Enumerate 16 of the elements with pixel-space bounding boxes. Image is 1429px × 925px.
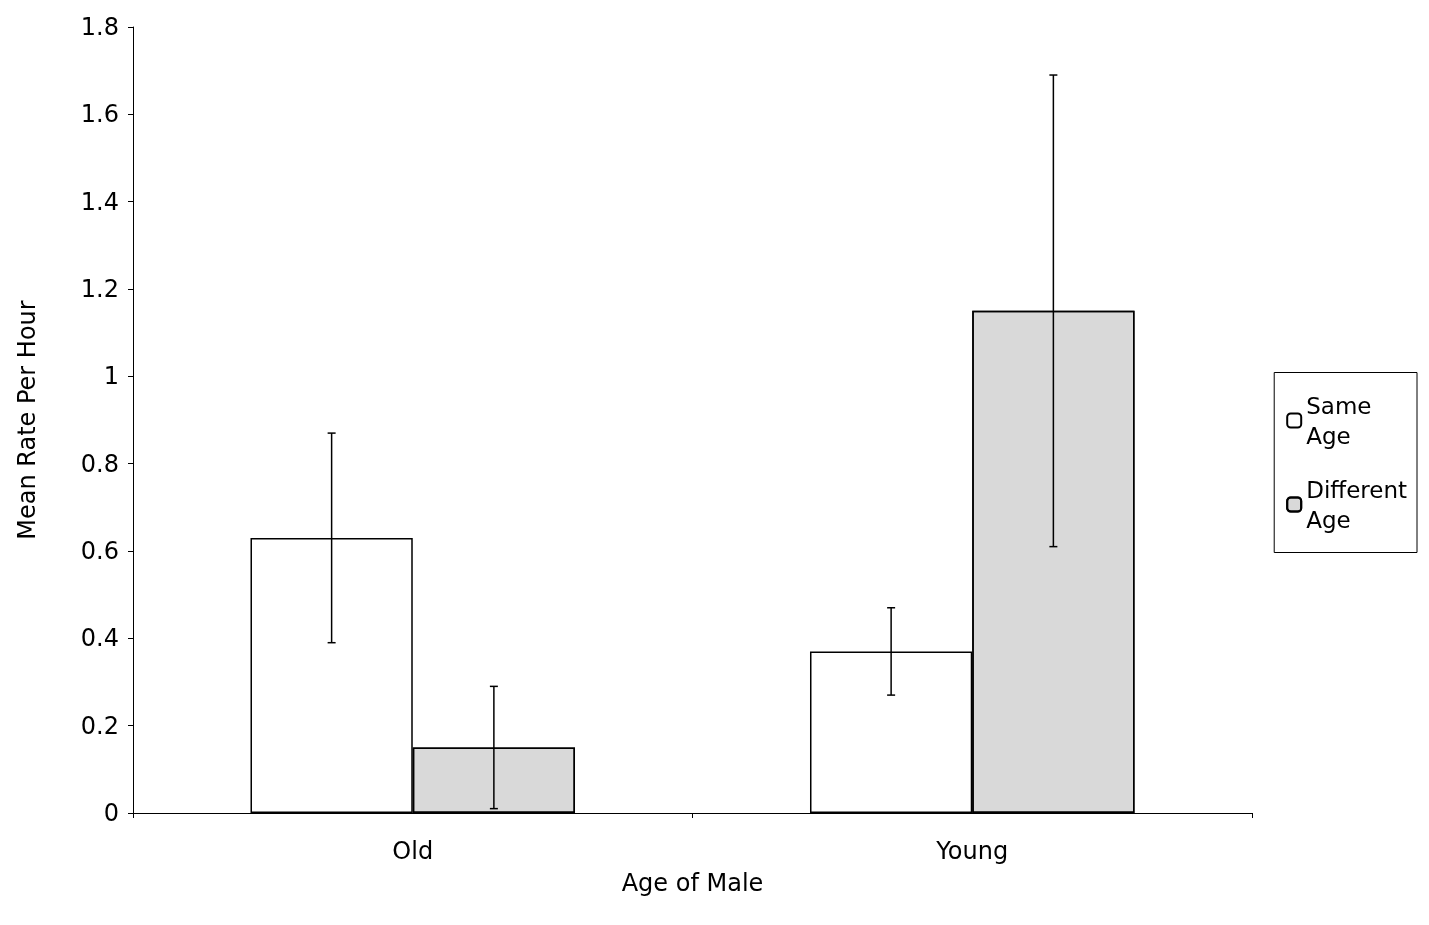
- y-tick-label: 0.4: [80, 624, 119, 653]
- y-tick-label: 1.2: [80, 275, 119, 303]
- x-axis-title: Age of Male: [621, 869, 764, 897]
- legend-label: Different Age: [1306, 476, 1407, 533]
- x-tick-label: Old: [392, 837, 434, 865]
- y-tick-label: 0.8: [80, 449, 119, 478]
- y-tick-label: 0.6: [80, 537, 119, 565]
- y-tick-label: 1.8: [80, 13, 119, 41]
- y-tick-label: 0: [103, 799, 119, 827]
- y-axis-title: Mean Rate Per Hour: [13, 300, 41, 540]
- legend-label: Same Age: [1306, 392, 1372, 449]
- x-tick-label: Young: [935, 837, 1009, 865]
- y-tick-label: 1: [103, 362, 119, 391]
- y-tick-label: 1.4: [80, 187, 119, 216]
- y-tick-label: 1.6: [80, 100, 119, 129]
- y-tick-label: 0.2: [80, 711, 119, 740]
